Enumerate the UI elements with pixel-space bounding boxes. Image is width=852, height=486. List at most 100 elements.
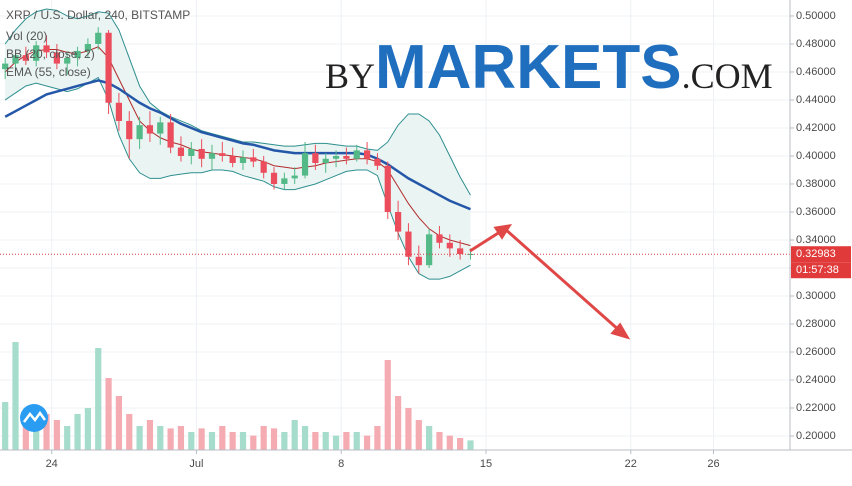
volume-bar: [64, 426, 71, 450]
candle-body: [363, 150, 371, 159]
volume-bar: [188, 432, 195, 450]
volume-bar: [467, 440, 474, 450]
volume-bar: [177, 426, 185, 450]
volume-bar: [229, 432, 236, 450]
candle-body: [198, 148, 205, 159]
arrow-up: [469, 228, 504, 253]
candle-body: [405, 231, 412, 257]
candle-body: [95, 32, 102, 44]
volume-bar: [363, 435, 371, 450]
chart-title: XRP / U.S. Dollar, 240, BITSTAMP: [6, 8, 190, 22]
volume-bar: [84, 408, 91, 450]
volume-bar: [126, 414, 133, 450]
candle-body: [167, 122, 174, 148]
watermark-prefix: BY: [325, 56, 375, 96]
candle-body: [250, 157, 257, 162]
candle-body: [74, 50, 81, 58]
candle-body: [219, 153, 226, 156]
y-tick-label: 0.36000: [796, 206, 836, 218]
candle-body: [12, 55, 19, 64]
arrow-down: [504, 227, 621, 333]
candle-body: [2, 63, 9, 70]
y-tick-label: 0.24000: [796, 374, 836, 386]
volume-bar: [167, 428, 174, 450]
volume-bar: [22, 420, 29, 450]
x-tick-label: 15: [480, 458, 492, 470]
candle-body: [43, 45, 50, 53]
candle-body: [395, 211, 402, 232]
volume-bar: [53, 420, 60, 450]
volume-bar: [446, 435, 453, 450]
volume-bar: [395, 396, 402, 450]
volume-bar: [74, 414, 81, 450]
volume-bar: [105, 378, 112, 450]
candle-body: [260, 161, 267, 173]
volume-bar: [260, 426, 267, 450]
candle-body: [457, 248, 464, 254]
volume-bar: [12, 342, 19, 450]
y-tick-label: 0.46000: [796, 66, 836, 78]
watermark: BYMARKETS.COM: [325, 33, 773, 102]
volume-bar: [374, 426, 381, 450]
volume-bar: [457, 438, 464, 450]
volume-bar: [208, 432, 216, 450]
volume-bar: [136, 426, 143, 450]
candle-body: [239, 157, 247, 163]
candle-body: [291, 175, 298, 179]
y-tick-label: 0.34000: [796, 234, 836, 246]
arrow-head: [610, 322, 631, 340]
x-tick-label: 22: [625, 458, 637, 470]
candle-body: [281, 178, 288, 184]
forecast-arrows: [469, 224, 631, 340]
y-tick-label: 0.48000: [796, 38, 836, 50]
volume-bar: [198, 428, 205, 450]
candle-body: [426, 234, 433, 266]
last-price-box: [791, 246, 851, 263]
y-tick-label: 0.22000: [796, 402, 836, 414]
legend-volume: Vol (20): [6, 29, 47, 43]
volume-bar: [301, 426, 309, 450]
volume-bar: [353, 432, 360, 450]
brand-icon: [20, 404, 48, 432]
volume-bar: [312, 432, 319, 450]
volume-bar: [250, 435, 257, 450]
legend-bollinger: BB (20, close, 2): [6, 47, 95, 61]
volume-bar: [157, 426, 164, 450]
bb-lower: [4, 76, 471, 280]
watermark-main: MARKETS: [375, 33, 682, 102]
volume-bar: [146, 420, 154, 450]
y-tick-label: 0.28000: [796, 318, 836, 330]
volume-layer: [2, 342, 474, 450]
axes: 0.20000 0.22000 0.24000 0.26000 0.28000 0.300…: [46, 10, 851, 470]
x-tick-label: 26: [707, 458, 719, 470]
x-tick-label: Jul: [189, 458, 203, 470]
volume-bar: [33, 426, 40, 450]
volume-bar: [281, 432, 288, 450]
volume-bar: [95, 348, 102, 450]
candle-body: [105, 32, 112, 103]
candle-body: [22, 55, 29, 61]
indicator-layer: [4, 8, 471, 280]
volume-bar: [415, 420, 422, 450]
candle-body: [136, 125, 143, 140]
candle-body: [374, 158, 381, 166]
volume-bar: [43, 414, 50, 450]
volume-bar: [239, 432, 247, 450]
y-tick-label: 0.50000: [796, 10, 836, 22]
candle-body: [467, 253, 474, 255]
volume-bar: [270, 428, 278, 450]
brand-wave: [23, 410, 47, 423]
countdown-label: 01:57:38: [796, 264, 839, 276]
x-tick-label: 24: [46, 458, 58, 470]
y-tick-label: 0.20000: [796, 430, 836, 442]
y-tick-label: 0.42000: [796, 122, 836, 134]
candle-body: [415, 256, 422, 266]
candle-body: [446, 242, 453, 249]
candle-body: [332, 155, 340, 159]
candle-body: [301, 153, 309, 176]
last-price-label: 0.32983: [796, 248, 836, 260]
candle-body: [53, 52, 60, 64]
y-tick-label: 0.44000: [796, 94, 836, 106]
